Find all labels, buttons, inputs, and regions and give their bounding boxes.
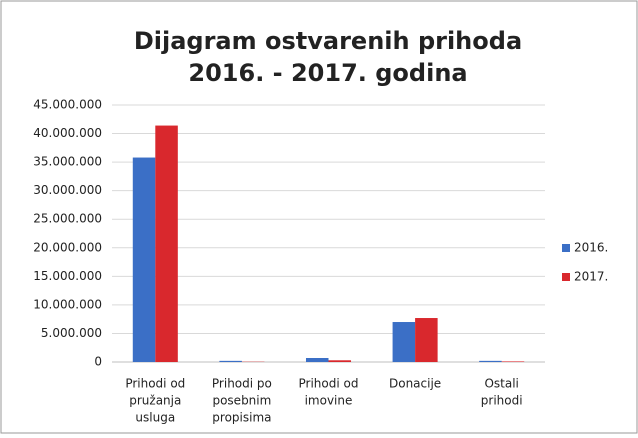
bar xyxy=(219,361,242,362)
y-tick-label: 45.000.000 xyxy=(33,98,102,112)
x-tick-label: Prihodi po xyxy=(212,377,272,391)
legend-label: 2017. xyxy=(574,270,608,284)
bar xyxy=(329,360,352,362)
x-tick-label: Prihodi od xyxy=(299,377,359,391)
y-tick-label: 40.000.000 xyxy=(33,126,102,140)
bar xyxy=(155,126,178,362)
x-tick-label: usluga xyxy=(135,411,175,425)
bar xyxy=(415,318,438,362)
y-tick-label: 10.000.000 xyxy=(33,297,102,311)
legend-label: 2016. xyxy=(574,241,608,255)
y-tick-label: 20.000.000 xyxy=(33,240,102,254)
y-tick-label: 35.000.000 xyxy=(33,155,102,169)
y-tick-label: 15.000.000 xyxy=(33,269,102,283)
x-tick-label: imovine xyxy=(305,394,353,408)
x-tick-label: Donacije xyxy=(389,377,441,391)
x-tick-label: Ostali xyxy=(484,377,518,391)
bar xyxy=(306,358,329,362)
legend-swatch xyxy=(562,244,570,252)
x-tick-label: prihodi xyxy=(481,394,523,408)
chart-title: Dijagram ostvarenih prihoda xyxy=(134,27,522,55)
x-tick-label: propisima xyxy=(212,411,271,425)
x-tick-label: posebnim xyxy=(212,394,271,408)
y-tick-label: 5.000.000 xyxy=(41,326,102,340)
legend-swatch xyxy=(562,273,570,281)
bar xyxy=(393,322,416,362)
x-tick-label: pružanja xyxy=(129,394,181,408)
y-tick-label: 30.000.000 xyxy=(33,183,102,197)
x-tick-label: Prihodi od xyxy=(125,377,185,391)
bar xyxy=(479,361,502,362)
bar xyxy=(133,158,156,362)
y-tick-label: 0 xyxy=(94,355,102,369)
bar xyxy=(502,361,525,362)
chart-title: 2016. - 2017. godina xyxy=(188,59,467,87)
y-tick-label: 25.000.000 xyxy=(33,212,102,226)
